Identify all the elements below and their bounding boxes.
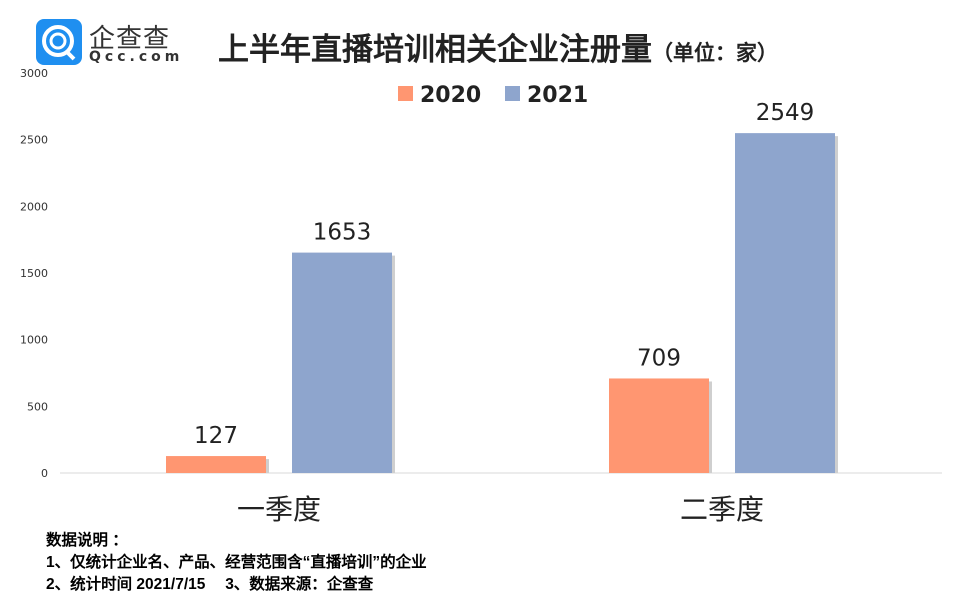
logo-name-en: Qcc.com — [89, 49, 184, 65]
title-text: 上半年直播培训相关企业注册量 — [218, 32, 652, 68]
notes-line-2: 2、统计时间 2021/7/15 3、数据来源：企查查 — [46, 576, 374, 593]
chart-title: 上半年直播培训相关企业注册量（单位：家） — [218, 24, 778, 69]
bar-2020 — [166, 456, 266, 473]
data-label: 1653 — [313, 220, 372, 246]
x-category-label: 一季度 — [237, 493, 321, 526]
bar-2021 — [735, 133, 835, 473]
y-tick-label: 500 — [27, 400, 48, 413]
data-label: 2549 — [756, 100, 815, 126]
x-category-label: 二季度 — [680, 493, 764, 526]
notes-line-1: 1、仅统计企业名、产品、经营范围含“直播培训”的企业 — [46, 554, 427, 571]
legend-swatch-2020 — [398, 86, 413, 101]
unit-text: （单位：家） — [652, 41, 778, 65]
legend-swatch-2021 — [505, 86, 520, 101]
bar-2021 — [292, 252, 392, 473]
bar-2020 — [609, 378, 709, 473]
legend-label: 2021 — [527, 83, 588, 108]
y-tick-label: 1000 — [20, 334, 48, 347]
data-label: 709 — [637, 345, 681, 371]
qcc-logo-icon — [36, 19, 82, 65]
legend-label: 2020 — [420, 83, 481, 108]
notes: 数据说明 ： 1、仅统计企业名、产品、经营范围含“直播培训”的企业 2、统计时间… — [46, 530, 427, 596]
y-tick-label: 1500 — [20, 267, 48, 280]
logo-name-cn: 企查查 — [89, 24, 171, 54]
notes-heading: 数据说明 ： — [46, 532, 128, 549]
data-label: 127 — [194, 423, 238, 449]
y-tick-label: 2000 — [20, 200, 48, 213]
y-tick-label: 3000 — [20, 67, 48, 80]
y-tick-label: 0 — [41, 467, 48, 480]
y-tick-label: 2500 — [20, 134, 48, 147]
